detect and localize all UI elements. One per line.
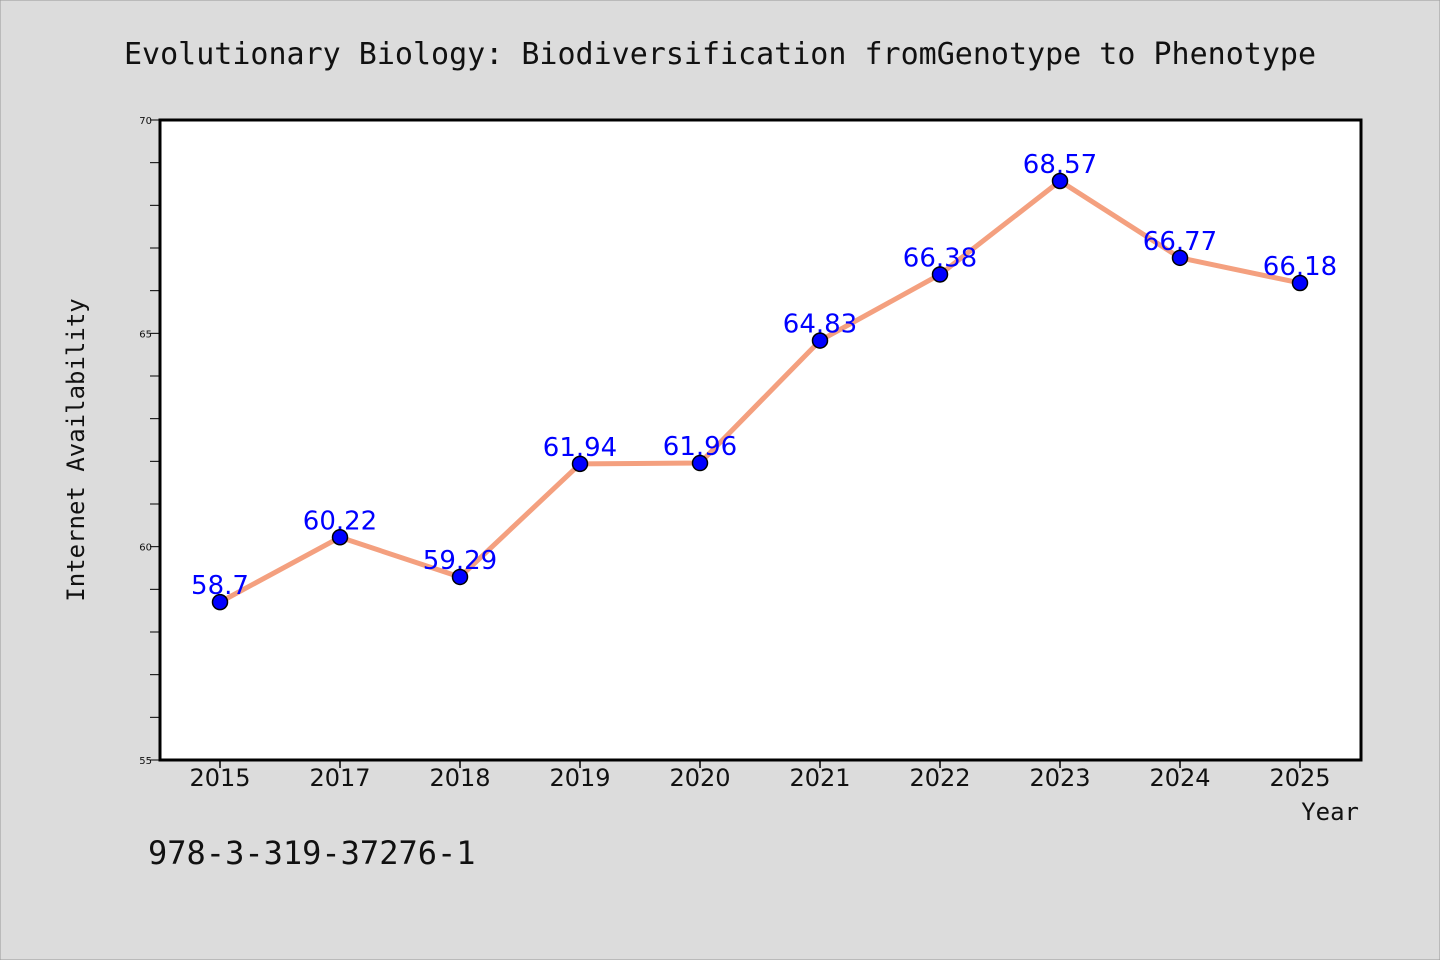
x-tick-label: 2021 [789, 764, 850, 792]
x-tick-label: 2023 [1029, 764, 1090, 792]
plot-area [158, 118, 1363, 762]
data-point [451, 568, 469, 586]
data-point [1051, 172, 1069, 190]
x-tick-label: 2018 [429, 764, 490, 792]
y-tick-label: 65 [139, 329, 152, 340]
series-line [218, 178, 1301, 605]
data-point [1171, 249, 1189, 267]
x-tick-label: 2024 [1149, 764, 1210, 792]
footer-isbn: 978-3-319-37276-1 [148, 834, 476, 872]
y-axis: 55 60 65 70 [139, 116, 160, 767]
x-axis-title: Year [1301, 798, 1359, 826]
y-tick-label: 55 [139, 756, 152, 767]
y-tick-label: 60 [139, 543, 152, 554]
data-point [811, 332, 829, 349]
y-axis-title: Internet Availability [62, 298, 90, 601]
chart-title: Evolutionary Biology: Biodiversification… [124, 37, 1316, 72]
x-tick-label: 2019 [549, 764, 610, 792]
data-point [691, 454, 709, 472]
x-axis: 2015 2017 2018 2019 2020 2021 2022 2023 2024 2025 [189, 760, 1331, 792]
x-tick-label: 2025 [1269, 764, 1330, 792]
data-point [211, 593, 229, 611]
x-tick-label: 2022 [909, 764, 970, 792]
x-tick-label: 2020 [669, 764, 730, 792]
x-tick-label: 2017 [309, 764, 370, 792]
data-point [571, 455, 589, 473]
x-tick-label: 2015 [189, 764, 250, 792]
y-tick-label: 70 [139, 116, 152, 127]
data-point [1291, 274, 1309, 292]
data-point [331, 529, 349, 546]
data-point [931, 266, 949, 283]
